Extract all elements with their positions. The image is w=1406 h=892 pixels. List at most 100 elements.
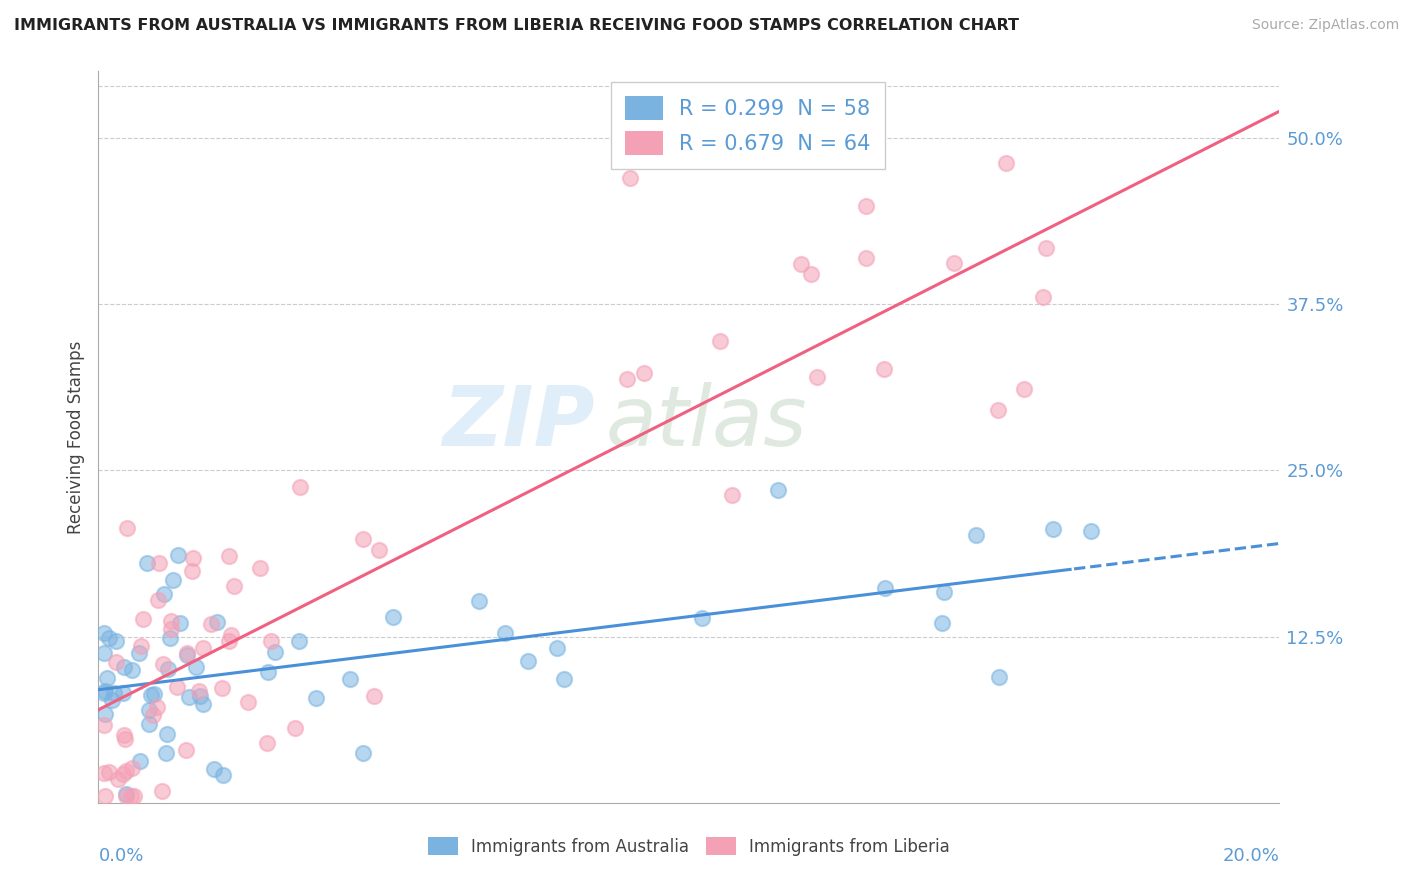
Point [517, 654, 540, 668]
Point [873, 581, 896, 595]
Point [148, 593, 170, 607]
Text: atlas: atlas [606, 382, 807, 463]
Point [363, 689, 385, 703]
Point [186, 660, 208, 674]
Point [114, 789, 136, 804]
Point [176, 648, 198, 663]
Point [352, 747, 374, 761]
Point [467, 594, 489, 608]
Point [965, 527, 987, 541]
Point [721, 488, 744, 502]
Point [872, 361, 894, 376]
Point [145, 699, 167, 714]
Point [931, 616, 953, 631]
Point [987, 403, 1010, 417]
Point [94, 684, 117, 698]
Point [1042, 522, 1064, 536]
Point [256, 736, 278, 750]
Point [932, 585, 955, 599]
Point [494, 626, 516, 640]
Point [616, 372, 638, 386]
Text: Source: ZipAtlas.com: Source: ZipAtlas.com [1251, 18, 1399, 32]
Point [942, 256, 965, 270]
Point [290, 480, 312, 494]
Point [800, 267, 823, 281]
Point [218, 633, 240, 648]
Point [211, 681, 233, 696]
Point [188, 684, 211, 698]
Point [138, 716, 160, 731]
Point [1035, 241, 1057, 255]
Point [381, 610, 404, 624]
Point [205, 615, 228, 630]
Point [142, 707, 165, 722]
Point [177, 690, 200, 704]
Point [202, 762, 225, 776]
Point [98, 765, 121, 780]
Point [142, 687, 165, 701]
Point [260, 634, 283, 648]
Point [128, 647, 150, 661]
Point [200, 617, 222, 632]
Point [152, 657, 174, 672]
Point [93, 765, 115, 780]
Point [288, 634, 311, 648]
Point [212, 768, 235, 782]
Point [120, 789, 142, 804]
Point [114, 731, 136, 746]
Y-axis label: Receiving Food Stamps: Receiving Food Stamps [66, 341, 84, 533]
Text: 20.0%: 20.0% [1223, 847, 1279, 864]
Point [1032, 290, 1054, 304]
Point [107, 772, 129, 787]
Point [553, 672, 575, 686]
Point [112, 659, 135, 673]
Point [352, 532, 374, 546]
Point [1012, 382, 1035, 396]
Point [139, 688, 162, 702]
Point [176, 647, 198, 661]
Point [157, 662, 180, 676]
Point [855, 251, 877, 265]
Point [115, 764, 138, 778]
Point [93, 646, 115, 660]
Point [709, 334, 731, 348]
Text: IMMIGRANTS FROM AUSTRALIA VS IMMIGRANTS FROM LIBERIA RECEIVING FOOD STAMPS CORRE: IMMIGRANTS FROM AUSTRALIA VS IMMIGRANTS … [14, 18, 1019, 33]
Point [180, 564, 202, 578]
Point [174, 743, 197, 757]
Point [93, 626, 115, 640]
Text: ZIP: ZIP [441, 382, 595, 463]
Point [191, 697, 214, 711]
Point [166, 681, 188, 695]
Point [988, 670, 1011, 684]
Point [305, 691, 328, 706]
Point [103, 686, 125, 700]
Point [138, 703, 160, 717]
Point [121, 663, 143, 677]
Point [633, 367, 655, 381]
Point [766, 483, 789, 498]
Point [159, 632, 181, 646]
Point [114, 787, 136, 801]
Point [152, 586, 174, 600]
Point [93, 718, 115, 732]
Point [111, 686, 134, 700]
Point [96, 671, 118, 685]
Point [111, 767, 134, 781]
Point [94, 707, 117, 722]
Point [183, 550, 205, 565]
Point [994, 156, 1017, 170]
Point [806, 370, 828, 384]
Point [191, 640, 214, 655]
Point [155, 727, 177, 741]
Text: 0.0%: 0.0% [98, 847, 143, 864]
Point [100, 693, 122, 707]
Point [132, 612, 155, 626]
Point [219, 628, 242, 642]
Point [264, 645, 287, 659]
Point [169, 615, 191, 630]
Point [114, 728, 136, 742]
Point [160, 614, 183, 628]
Point [855, 199, 877, 213]
Point [546, 640, 568, 655]
Point [218, 549, 240, 563]
